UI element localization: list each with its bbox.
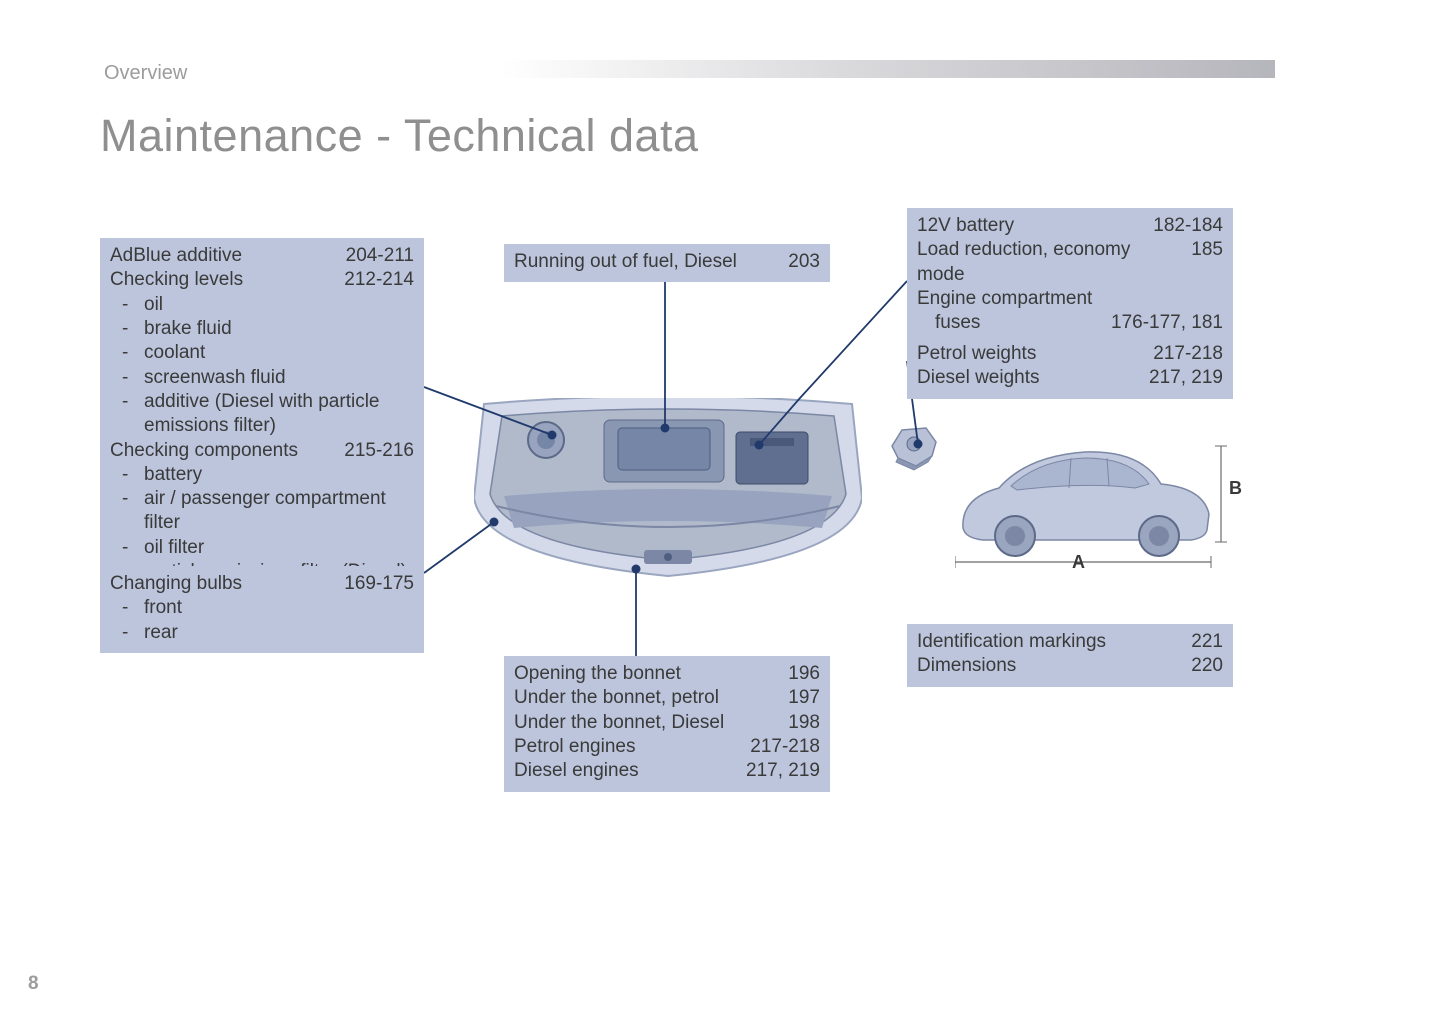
row-pages: 196 — [772, 662, 820, 686]
row-label: Diesel engines — [514, 759, 730, 783]
callout-checking: AdBlue additive204-211 Checking levels21… — [100, 238, 424, 617]
callout-bulbs: Changing bulbs169-175 front rear — [100, 566, 424, 653]
row-pages: 215-216 — [328, 439, 414, 463]
sublist-levels: oil brake fluid coolant screenwash fluid… — [110, 293, 414, 439]
row-pages: 182-184 — [1137, 214, 1223, 238]
row-pages: 169-175 — [328, 572, 414, 596]
list-item: screenwash fluid — [122, 366, 414, 390]
row-pages: 217-218 — [1137, 342, 1223, 366]
row-label: Opening the bonnet — [514, 662, 772, 686]
list-item: oil filter — [122, 536, 414, 560]
row-pages: 203 — [772, 250, 820, 274]
callout-fuel: Running out of fuel, Diesel203 — [504, 244, 830, 282]
row-label: 12V battery — [917, 214, 1137, 238]
callout-identification: Identification markings221 Dimensions220 — [907, 624, 1233, 687]
row-label: Dimensions — [917, 654, 1175, 678]
list-item: rear — [122, 621, 414, 645]
row-pages: 198 — [772, 711, 820, 735]
callout-weights: Petrol weights217-218 Diesel weights217,… — [907, 336, 1233, 399]
list-item: air / passenger compartment filter — [122, 487, 414, 536]
row-label: Under the bonnet, petrol — [514, 686, 772, 710]
row-pages: 176-177, 181 — [1095, 311, 1223, 335]
row-pages: 221 — [1175, 630, 1223, 654]
row-label: fuses — [917, 311, 1095, 335]
list-item: battery — [122, 463, 414, 487]
row-pages: 185 — [1175, 238, 1223, 262]
list-item: additive (Diesel with particle emissions… — [122, 390, 414, 439]
row-pages: 197 — [772, 686, 820, 710]
dimension-a-label: A — [1072, 552, 1085, 573]
row-pages: 217-218 — [734, 735, 820, 759]
row-label: Petrol weights — [917, 342, 1137, 366]
row-label: Changing bulbs — [110, 572, 328, 596]
row-label: Identification markings — [917, 630, 1175, 654]
row-label: Diesel weights — [917, 366, 1133, 390]
row-label: Under the bonnet, Diesel — [514, 711, 772, 735]
list-item: oil — [122, 293, 414, 317]
list-item: coolant — [122, 341, 414, 365]
row-label: AdBlue additive — [110, 244, 330, 268]
row-label: Engine compartment — [917, 287, 1223, 311]
row-pages: 212-214 — [328, 268, 414, 292]
header-gradient — [500, 60, 1275, 78]
row-pages: 220 — [1175, 654, 1223, 678]
callout-bonnet: Opening the bonnet196 Under the bonnet, … — [504, 656, 830, 792]
page-title: Maintenance - Technical data — [100, 110, 699, 162]
manual-page: Overview Maintenance - Technical data 8 — [0, 0, 1445, 1019]
row-label: Checking components — [110, 439, 328, 463]
section-label: Overview — [104, 62, 187, 85]
row-label: Petrol engines — [514, 735, 734, 759]
engine-bay-illustration — [474, 398, 862, 580]
row-label: Checking levels — [110, 268, 328, 292]
row-label: Load reduction, economy mode — [917, 238, 1175, 287]
list-item: brake fluid — [122, 317, 414, 341]
list-item: front — [122, 596, 414, 620]
callout-battery: 12V battery182-184 Load reduction, econo… — [907, 208, 1233, 344]
page-number: 8 — [28, 973, 39, 995]
row-pages: 204-211 — [330, 244, 414, 268]
dimension-b-label: B — [1229, 478, 1242, 499]
key-fob-illustration — [886, 422, 942, 472]
car-side-illustration — [955, 432, 1229, 578]
row-pages: 217, 219 — [1133, 366, 1223, 390]
row-pages: 217, 219 — [730, 759, 820, 783]
row-label: Running out of fuel, Diesel — [514, 250, 772, 274]
sublist-bulbs: front rear — [110, 596, 414, 645]
